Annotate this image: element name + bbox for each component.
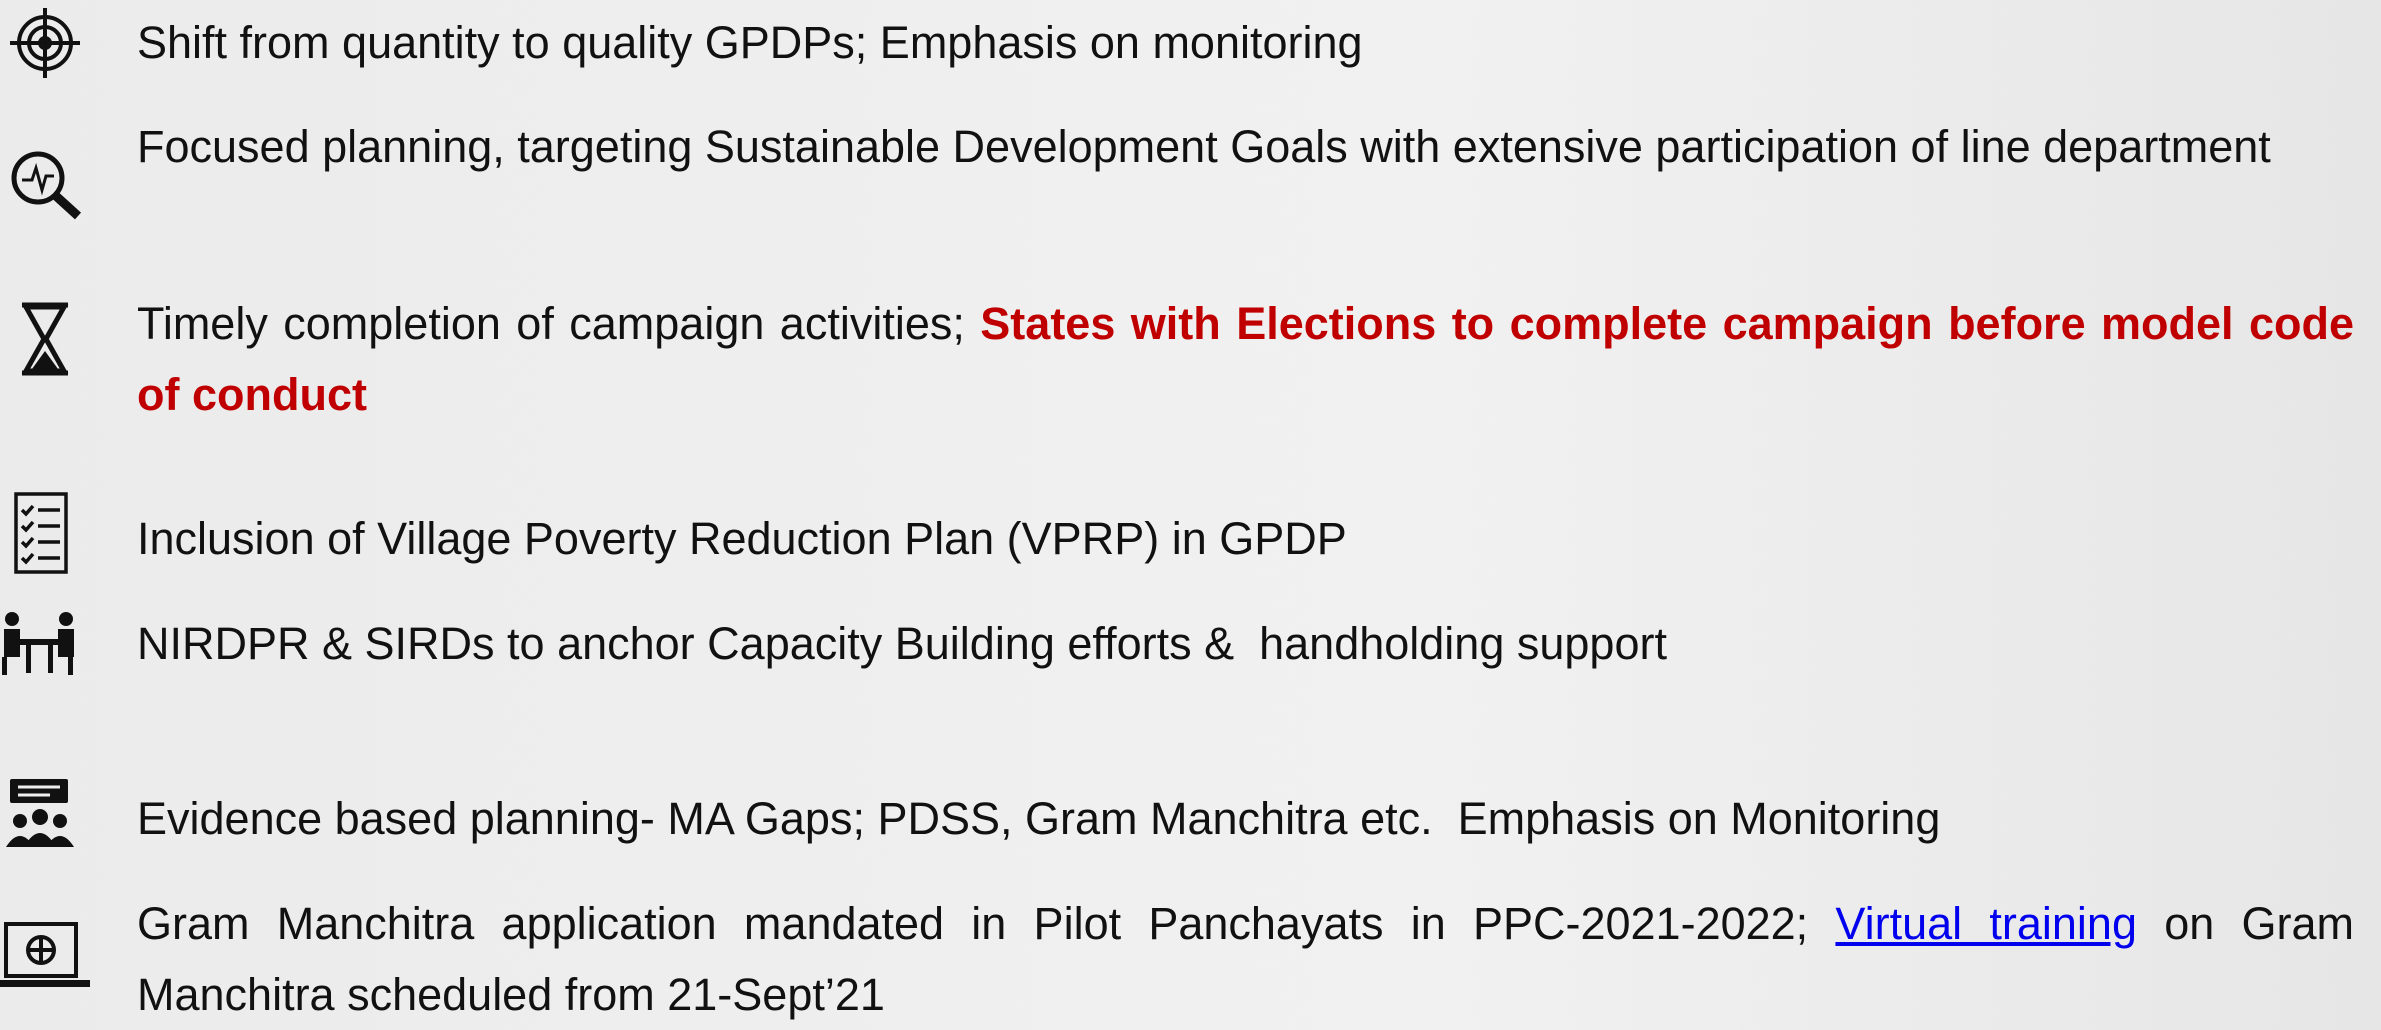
text-segment: States with Elections to complete campai…	[137, 298, 2367, 420]
bullet-item: NIRDPR & SIRDs to anchor Capacity Buildi…	[137, 608, 2354, 679]
text-segment: NIRDPR & SIRDs to anchor Capacity Buildi…	[137, 618, 1667, 669]
text-segment: Evidence based planning- MA Gaps; PDSS, …	[137, 793, 1941, 844]
search-icon	[11, 151, 82, 220]
bullet-item: Gram Manchitra application mandated in P…	[137, 888, 2354, 1030]
text-segment: Gram Manchitra application mandated in P…	[137, 898, 1836, 949]
link[interactable]: Virtual training	[1835, 898, 2137, 949]
bullet-item: Inclusion of Village Poverty Reduction P…	[137, 503, 2354, 574]
training-icon	[2, 612, 74, 675]
group-icon	[6, 779, 74, 847]
text-segment: Shift from quantity to quality GPDPs; Em…	[137, 17, 1363, 68]
target-icon	[10, 8, 80, 78]
text-segment: on Gram Manchitra scheduled from 21-Sept…	[137, 898, 2367, 1020]
checklist-icon	[14, 492, 68, 574]
hourglass-icon	[21, 302, 69, 376]
text-segment: Timely completion of campaign activities…	[137, 298, 981, 349]
text-segment: Focused planning, targeting Sustainable …	[137, 121, 2271, 172]
bullet-item: Shift from quantity to quality GPDPs; Em…	[137, 7, 2354, 78]
bullet-item: Timely completion of campaign activities…	[137, 288, 2354, 430]
bullet-item: Evidence based planning- MA Gaps; PDSS, …	[137, 783, 2354, 854]
bullet-item: Focused planning, targeting Sustainable …	[137, 111, 2354, 182]
text-segment: Inclusion of Village Poverty Reduction P…	[137, 513, 1347, 564]
laptop-icon	[0, 922, 90, 987]
